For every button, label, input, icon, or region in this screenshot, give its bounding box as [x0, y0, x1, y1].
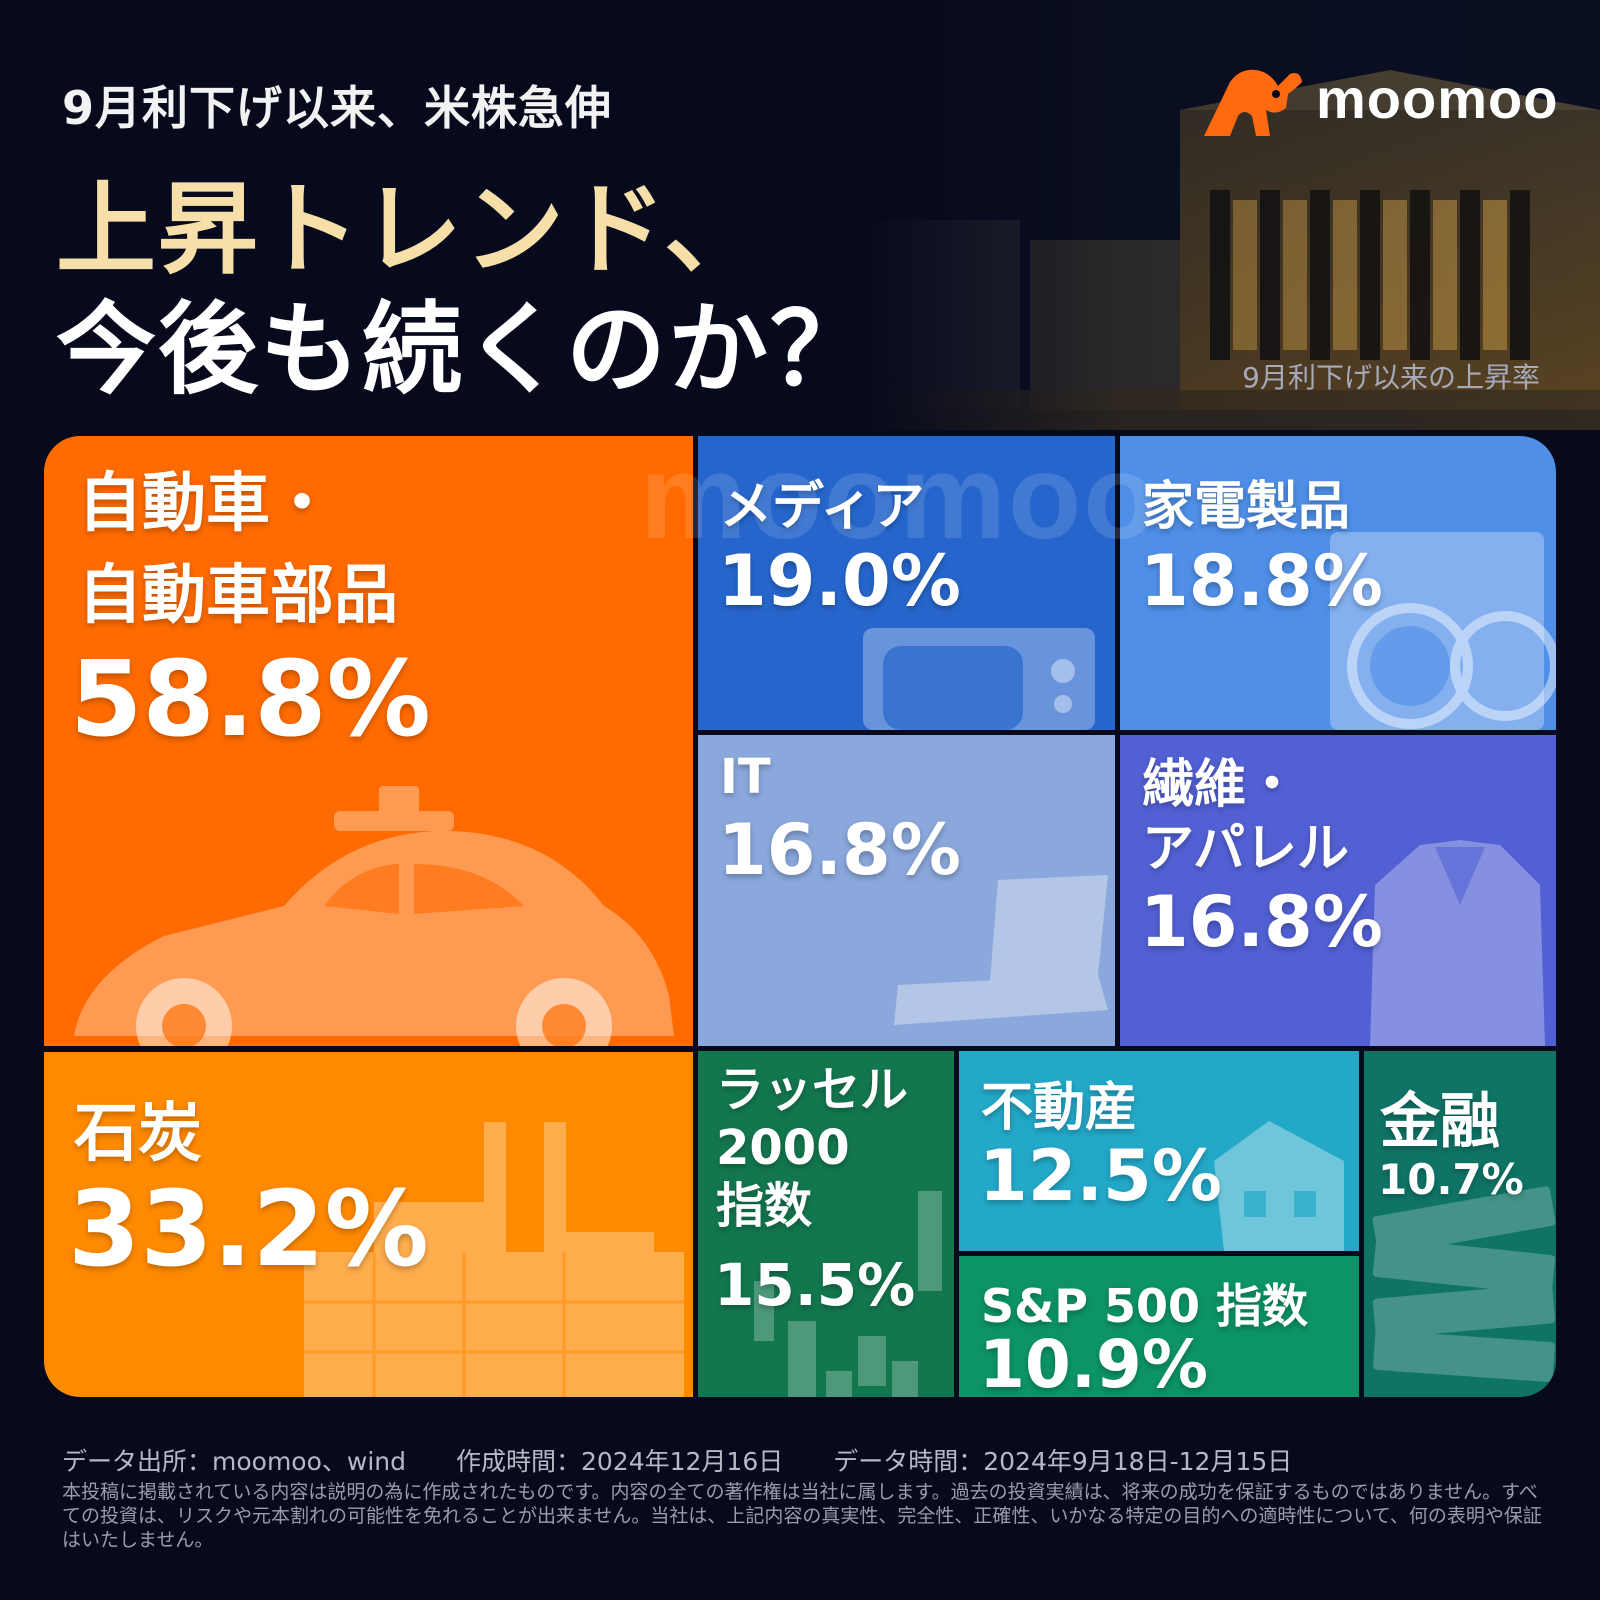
tile-apparel: 繊維・ アパレル 16.8% [1120, 735, 1556, 1046]
tile-label: 石炭 [74, 1097, 202, 1171]
car-icon [74, 786, 674, 1046]
tile-label: 不動産 [981, 1078, 1138, 1138]
headline-line-2: 今後も続くのか？ [56, 291, 872, 408]
tile-coal: 石炭 33.2% [44, 1052, 693, 1397]
tile-value: 19.0% [718, 540, 961, 622]
tile-label: S&P 500 指数 [981, 1279, 1309, 1333]
tile-label: 金融 [1380, 1087, 1500, 1157]
candlestick-icon [754, 1191, 942, 1397]
disclaimer: 本投稿に掲載されている内容は説明の為に作成されたものです。内容の全ての著作権は当… [62, 1481, 1542, 1551]
tile-value: 18.8% [1140, 540, 1383, 622]
tile-russell2000: ラッセル 2000 指数 15.5% [698, 1051, 954, 1397]
source-line: データ出所：moomoo、wind 作成時間：2024年12月16日 データ時間… [62, 1447, 1293, 1476]
laptop-icon [894, 875, 1108, 1025]
bull-icon [1204, 69, 1302, 136]
tile-label: 繊維・ アパレル [1142, 755, 1349, 879]
tile-sp500: S&P 500 指数 10.9% [959, 1256, 1359, 1397]
tile-value: 15.5% [714, 1251, 916, 1319]
factory-icon [304, 1122, 684, 1397]
moomoo-watermark: moomoo [640, 430, 1159, 564]
tile-value: 58.8% [70, 638, 431, 760]
tile-value: 10.7% [1378, 1155, 1524, 1204]
tile-label: 家電製品 [1142, 477, 1351, 537]
house-icon [1214, 1121, 1344, 1251]
tile-media: メディア 19.0% [698, 436, 1115, 730]
treemap-chart: 自動車・ 自動車部品 58.8% 石炭 33.2% [44, 436, 1556, 1397]
brand-logo: moomoo [1200, 62, 1560, 142]
tile-it: IT 16.8% [698, 735, 1115, 1046]
tile-value: 16.8% [718, 809, 961, 891]
tile-value: 33.2% [68, 1168, 429, 1290]
tile-real-estate: 不動産 12.5% [959, 1051, 1359, 1251]
washing-machine-icon [1330, 532, 1556, 730]
headline-line-1: 上昇トレンド、 [56, 171, 766, 288]
tile-auto: 自動車・ 自動車部品 58.8% [44, 436, 693, 1046]
tile-label: 自動車・ 自動車部品 [78, 467, 398, 633]
tile-value: 12.5% [979, 1135, 1222, 1217]
tile-value: 16.8% [1140, 881, 1383, 963]
tile-label: ラッセル 2000 指数 [716, 1062, 909, 1234]
tile-label: メディア [720, 477, 925, 537]
jacket-icon [1370, 840, 1545, 1046]
brand-name: moomoo [1316, 67, 1559, 130]
tile-value: 10.9% [979, 1326, 1208, 1397]
subtitle: 9月利下げ以来、米株急伸 [62, 81, 613, 135]
tile-appliances: 家電製品 18.8% [1120, 436, 1556, 730]
tile-finance: 金融 10.7% [1364, 1051, 1556, 1397]
tv-icon [863, 628, 1095, 730]
money-icon [1372, 1186, 1556, 1382]
tile-label: IT [720, 749, 771, 805]
chart-title: 9月利下げ以来の上昇率 [1242, 361, 1540, 394]
